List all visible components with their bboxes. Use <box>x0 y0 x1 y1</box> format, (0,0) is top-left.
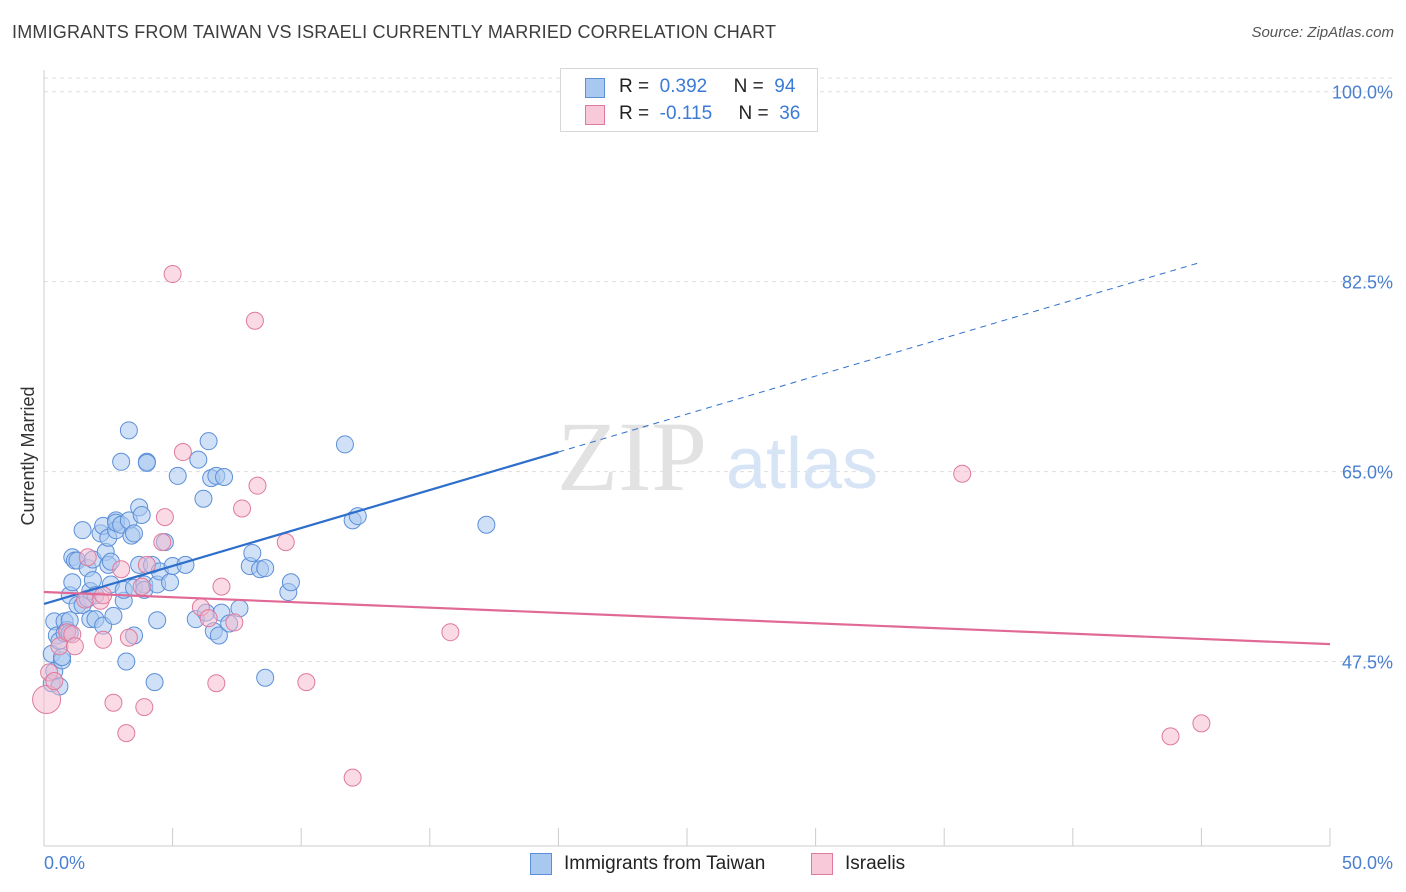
scatter-point-taiwan <box>189 450 208 469</box>
scatter-point-taiwan <box>63 573 82 592</box>
chart-title: IMMIGRANTS FROM TAIWAN VS ISRAELI CURREN… <box>12 22 777 42</box>
source-label: Source: ZipAtlas.com <box>1251 24 1394 41</box>
scatter-point-taiwan <box>199 432 218 451</box>
scatter-point-taiwan <box>148 611 167 630</box>
y-tick-label: 82.5% <box>1342 273 1393 293</box>
scatter-point-israelis <box>225 613 244 632</box>
scatter-point-israelis <box>233 499 252 518</box>
scatter-point-taiwan <box>335 435 354 454</box>
scatter-point-taiwan <box>104 606 123 625</box>
watermark-zip: ZIP <box>557 401 707 512</box>
scatter-point-israelis <box>132 577 151 596</box>
legend-swatch-taiwan <box>530 853 552 875</box>
y-tick-label: 100.0% <box>1332 83 1393 103</box>
trend-line-israelis <box>43 590 1331 646</box>
scatter-point-israelis <box>1192 714 1211 733</box>
legend-swatch-israelis <box>811 853 833 875</box>
scatter-point-israelis <box>199 609 218 628</box>
scatter-point-israelis <box>212 577 231 596</box>
correlation-legend: R = 0.392 N = 94 R = -0.115 N = 36 <box>560 68 818 132</box>
scatter-point-israelis <box>245 311 264 330</box>
scatter-point-taiwan <box>112 452 131 471</box>
trend-line-taiwan <box>43 450 559 606</box>
scatter-point-israelis <box>153 533 172 552</box>
scatter-point-israelis <box>953 464 972 483</box>
scatter-point-israelis <box>119 628 138 647</box>
scatter-point-israelis <box>207 674 226 693</box>
x-tick-labels: 0.0% 50.0% <box>44 853 1393 873</box>
y-tick-label: 47.5% <box>1342 652 1393 672</box>
scatter-point-israelis <box>78 548 97 567</box>
scatter-point-israelis <box>65 637 84 656</box>
scatter-point-taiwan <box>83 571 102 590</box>
scatter-point-israelis <box>1161 727 1180 746</box>
scatter-point-israelis <box>441 623 460 642</box>
scatter-point-taiwan <box>137 453 156 472</box>
scatter-point-taiwan <box>243 543 262 562</box>
scatter-point-israelis <box>104 693 123 712</box>
scatter-point-israelis <box>45 672 64 691</box>
y-tick-label: 65.0% <box>1342 463 1393 483</box>
scatter-point-israelis <box>276 533 295 552</box>
scatter-point-taiwan <box>119 421 138 440</box>
scatter-point-israelis <box>297 673 316 692</box>
watermark-atlas: atlas <box>726 424 878 504</box>
trend-lines <box>43 261 1331 646</box>
legend-label-israelis: Israelis <box>845 853 906 874</box>
y-axis-label: Currently Married <box>18 386 38 525</box>
legend-label-taiwan: Immigrants from Taiwan <box>564 853 766 874</box>
scatter-point-israelis <box>155 508 174 527</box>
series-israelis-points <box>32 265 1211 787</box>
scatter-point-israelis <box>163 265 182 284</box>
scatter-point-taiwan <box>281 573 300 592</box>
scatter-point-taiwan <box>125 524 144 543</box>
legend-swatch-pink <box>585 105 605 125</box>
axes <box>43 70 1331 847</box>
scatter-point-israelis <box>135 698 154 717</box>
x-tick-label-max: 50.0% <box>1342 853 1393 873</box>
scatter-point-taiwan <box>256 559 275 578</box>
scatter-point-taiwan <box>132 505 151 524</box>
scatter-point-taiwan <box>117 652 136 671</box>
scatter-point-israelis <box>117 724 136 743</box>
scatter-point-taiwan <box>256 668 275 687</box>
scatter-point-taiwan <box>73 521 92 540</box>
legend-swatch-blue <box>585 78 605 98</box>
x-tick-label-min: 0.0% <box>44 853 85 873</box>
scatter-point-israelis <box>173 443 192 462</box>
y-tick-labels: 47.5% 65.0% 82.5% 100.0% <box>1332 83 1393 673</box>
watermark: ZIP atlas <box>557 401 878 512</box>
legend-text-israelis: R = -0.115 N = 36 <box>619 103 801 124</box>
scatter-point-israelis <box>112 560 131 579</box>
scatter-point-taiwan <box>209 626 228 645</box>
scatter-point-taiwan <box>215 467 234 486</box>
scatter-point-taiwan <box>168 466 187 485</box>
scatter-point-israelis <box>94 630 113 649</box>
legend-text-taiwan: R = 0.392 N = 94 <box>619 76 796 97</box>
scatter-point-taiwan <box>145 673 164 692</box>
series-taiwan-points <box>42 421 496 696</box>
scatter-point-israelis <box>343 768 362 787</box>
scatter-point-taiwan <box>194 489 213 508</box>
scatter-point-taiwan <box>161 573 180 592</box>
scatter-point-israelis <box>248 476 267 495</box>
trend-line-taiwan-extension <box>558 261 1202 453</box>
scatter-point-taiwan <box>477 515 496 534</box>
